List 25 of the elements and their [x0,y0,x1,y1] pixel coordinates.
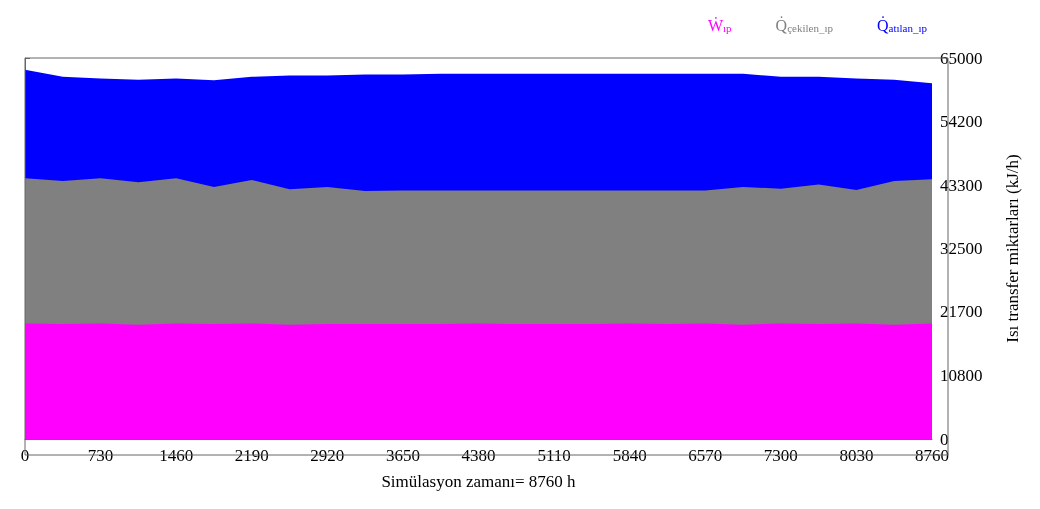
x-tick-label: 3650 [385,446,420,465]
y-axis-title: Isı transfer miktarları (kJ/h) [1003,154,1022,343]
text: Q̇atılan_ıp [876,16,928,34]
y-tick-label: 54200 [940,111,983,131]
x-tick-label: 730 [87,446,114,465]
x-tick-label: 0 [20,446,30,465]
x-tick-label: 1460 [159,446,194,465]
y-tick-label: 43300 [940,175,983,195]
y-tick-label: 65000 [940,48,983,68]
x-tick-label: 7300 [763,446,798,465]
x-tick-label: 6570 [688,446,723,465]
y-tick-label: 10800 [940,366,983,386]
x-tick-label: 5110 [537,446,571,465]
x-axis-title: Simülasyon zamanı= 8760 h [381,472,577,491]
text: Q̇çekilen_ıp [775,16,834,34]
x-tick-label: 2190 [234,446,269,465]
text: Ẇıp [707,16,733,34]
x-tick-label: 8760 [915,446,949,465]
x-tick-label: 2920 [310,446,345,465]
y-tick-label: 21700 [940,302,983,322]
x-tick-label: 4380 [461,446,496,465]
x-tick-label: 5840 [612,446,647,465]
x-tick-label: 8030 [839,446,874,465]
y-tick-label: 32500 [940,239,983,258]
y-tick-label: 0 [940,429,949,449]
